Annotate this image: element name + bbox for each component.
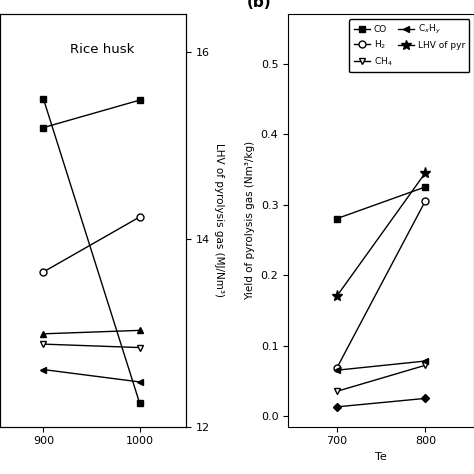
Y-axis label: LHV of pyrolysis gas (MJ/Nm³): LHV of pyrolysis gas (MJ/Nm³): [214, 144, 224, 297]
Text: Rice husk: Rice husk: [70, 43, 135, 56]
Y-axis label: Yield of pyrolysis gas (Nm³/kg): Yield of pyrolysis gas (Nm³/kg): [245, 141, 255, 300]
X-axis label: Te: Te: [375, 452, 387, 462]
Legend: CO, H$_2$, CH$_4$, C$_x$H$_y$, LHV of pyr: CO, H$_2$, CH$_4$, C$_x$H$_y$, LHV of py…: [349, 19, 469, 73]
Text: (b): (b): [247, 0, 272, 10]
